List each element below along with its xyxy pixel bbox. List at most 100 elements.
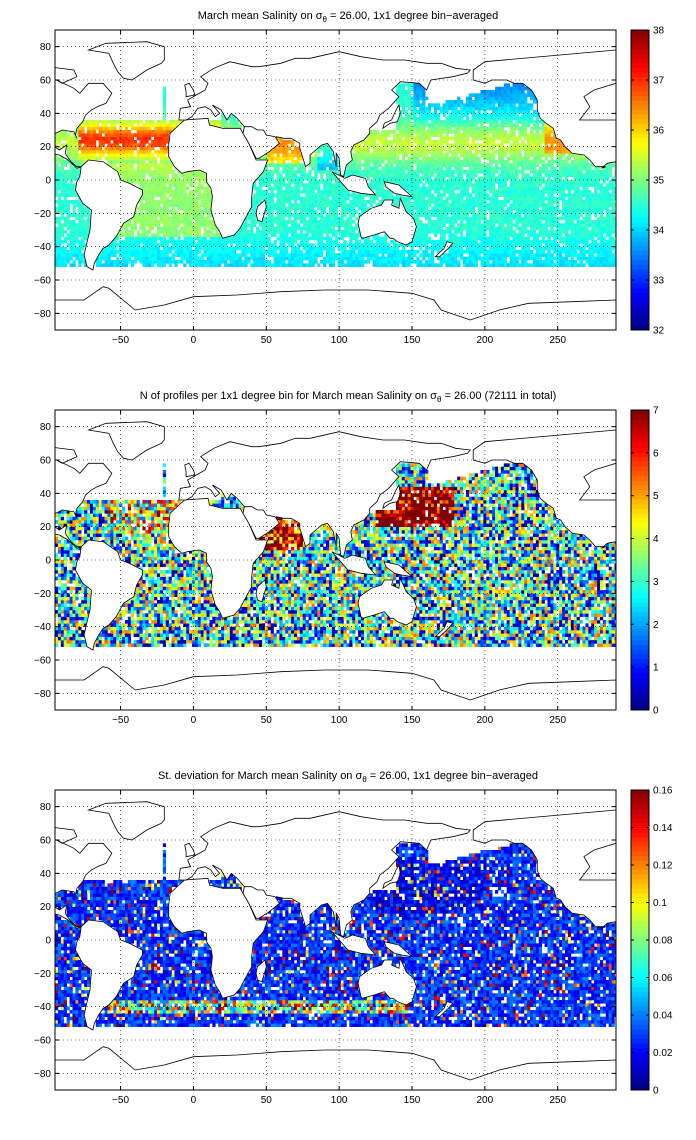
data-cell <box>439 150 443 154</box>
data-cell <box>285 210 289 214</box>
data-cell <box>445 123 449 127</box>
data-cell <box>369 243 373 247</box>
data-cell <box>497 93 502 97</box>
data-cell <box>296 196 301 201</box>
data-cell <box>60 190 65 194</box>
data-cell <box>378 246 382 251</box>
data-cell <box>101 150 105 154</box>
data-cell <box>136 126 140 131</box>
data-cell <box>127 243 132 247</box>
data-cell <box>288 240 292 244</box>
data-cell <box>75 130 79 134</box>
data-cell <box>483 186 487 191</box>
data-cell <box>320 190 324 194</box>
data-cell <box>422 226 426 231</box>
data-cell <box>390 180 394 184</box>
data-cell <box>215 263 219 267</box>
data-cell <box>331 196 336 201</box>
data-cell <box>119 133 123 137</box>
data-cell <box>518 206 522 211</box>
data-cell <box>419 146 423 151</box>
data-cell <box>465 113 470 117</box>
data-cell <box>448 190 452 194</box>
data-cell <box>454 220 458 224</box>
data-cell <box>206 210 210 214</box>
data-cell <box>267 196 271 201</box>
data-cell <box>465 186 470 191</box>
data-cell <box>404 150 408 154</box>
data-cell <box>439 226 443 231</box>
data-cell <box>407 210 411 214</box>
data-cell <box>340 196 344 201</box>
data-cell <box>253 256 257 261</box>
data-cell <box>477 246 481 251</box>
data-cell <box>197 196 202 201</box>
data-cell <box>288 200 292 204</box>
data-cell <box>296 170 301 174</box>
data-cell <box>518 196 522 201</box>
data-cell <box>337 263 341 267</box>
data-cell <box>203 240 207 244</box>
data-cell <box>512 186 516 191</box>
data-cell <box>276 193 280 197</box>
data-cell <box>89 136 94 141</box>
data-cell <box>416 243 420 247</box>
data-cell <box>84 230 88 234</box>
data-cell <box>483 243 487 247</box>
data-cell <box>174 180 178 184</box>
data-cell <box>293 176 298 181</box>
data-cell <box>314 260 318 264</box>
data-cell <box>503 93 508 97</box>
data-cell <box>130 143 134 147</box>
data-cell <box>398 150 403 154</box>
data-cell <box>480 96 484 101</box>
data-cell <box>436 140 440 144</box>
data-cell <box>489 186 493 191</box>
data-cell <box>69 230 73 234</box>
data-cell <box>515 93 519 97</box>
data-cell <box>331 263 336 267</box>
data-cell <box>293 236 298 241</box>
data-cell <box>63 173 67 177</box>
data-cell <box>291 166 295 171</box>
data-cell <box>358 160 362 164</box>
data-cell <box>419 206 423 211</box>
data-cell <box>81 203 85 207</box>
data-cell <box>92 126 97 131</box>
data-cell <box>145 223 149 227</box>
data-cell <box>439 120 443 124</box>
data-cell <box>256 230 260 234</box>
data-cell <box>162 113 167 117</box>
data-cell <box>212 263 216 267</box>
data-cell <box>337 186 341 191</box>
data-cell <box>145 243 149 247</box>
data-cell <box>454 176 458 181</box>
data-cell <box>366 200 371 204</box>
data-cell <box>419 220 423 224</box>
data-cell <box>157 130 161 134</box>
data-cell <box>119 253 123 257</box>
data-cell <box>489 236 493 241</box>
data-cell <box>439 210 443 214</box>
data-cell <box>253 236 257 241</box>
data-cell <box>122 246 126 251</box>
data-cell <box>492 256 496 261</box>
data-cell <box>372 246 376 251</box>
data-cell <box>259 200 263 204</box>
data-cell <box>66 210 70 214</box>
data-cell <box>314 220 318 224</box>
data-cell <box>122 140 126 144</box>
data-cell <box>463 193 467 197</box>
data-cell <box>340 230 344 234</box>
data-cell <box>355 240 359 244</box>
data-cell <box>282 246 286 251</box>
data-cell <box>162 86 167 91</box>
data-cell <box>154 256 158 261</box>
data-cell <box>145 240 149 244</box>
data-cell <box>422 176 426 181</box>
data-cell <box>349 230 353 234</box>
data-cell <box>314 223 318 227</box>
data-cell <box>148 236 152 241</box>
data-cell <box>197 190 202 194</box>
data-cell <box>157 166 161 171</box>
